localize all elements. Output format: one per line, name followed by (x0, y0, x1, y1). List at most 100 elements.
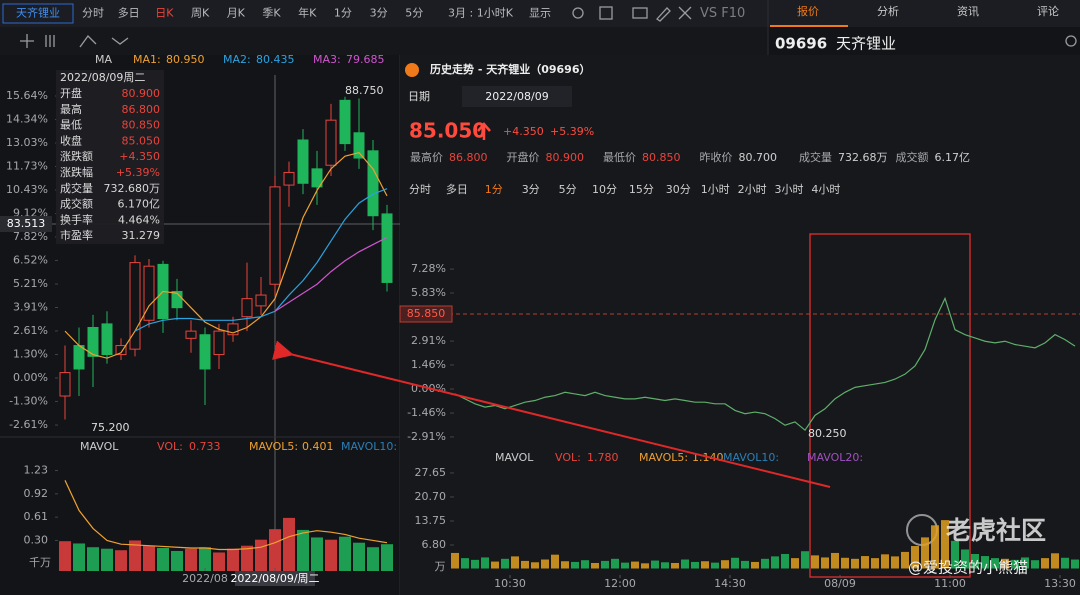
volume-bar (821, 557, 829, 569)
info-value: +4.350 (119, 150, 160, 163)
period-tab[interactable]: 年K (298, 6, 317, 20)
low-label: 80.250 (808, 427, 847, 440)
period-tab[interactable]: 1小时 (701, 183, 730, 196)
period-tab[interactable]: 季K (262, 7, 281, 20)
period-tab[interactable]: 3小时 (775, 183, 804, 196)
y-tick-label: 1.30% (13, 348, 48, 361)
y-tick-label: 0.00% (13, 371, 48, 384)
stat-value: 80.850 (642, 151, 681, 164)
range-select[interactable]: 3月 : 1小时K (448, 7, 514, 20)
period-tab[interactable]: 多日 (118, 6, 140, 20)
period-tab[interactable]: 周K (191, 7, 210, 20)
volume-bar (871, 558, 879, 569)
legend-name: MAVOL5: (639, 451, 688, 464)
period-tab[interactable]: 5分 (405, 7, 423, 20)
side-tab[interactable]: 资讯 (957, 5, 979, 18)
candle-body (227, 323, 239, 336)
volume-bar (951, 540, 959, 569)
volume-bar (751, 561, 759, 569)
date-value[interactable]: 2022/08/09 (485, 90, 548, 103)
volume-bar (339, 536, 351, 571)
price-line (454, 296, 1076, 432)
period-tab[interactable]: 5分 (559, 183, 577, 196)
volume-bar (981, 556, 989, 569)
period-tab[interactable]: 1分 (334, 7, 352, 20)
y-tick-label: 1.46% (411, 358, 446, 371)
volume-bar (381, 544, 393, 571)
period-tab[interactable]: 月K (227, 7, 246, 20)
volume-bar (621, 562, 629, 569)
volume-bar (791, 558, 799, 569)
y-tick-label: -2.61% (9, 418, 48, 431)
volume-bar (255, 539, 267, 571)
info-date: 2022/08/09周二 (60, 71, 145, 84)
candle-body (339, 99, 351, 145)
volume-bar (87, 547, 99, 571)
legend-name: MAVOL20: (807, 451, 863, 464)
volume-bar (1031, 560, 1039, 569)
period-tab[interactable]: 10分 (592, 183, 617, 196)
candle-body (311, 168, 323, 188)
period-tab[interactable]: 30分 (666, 183, 691, 196)
candle-body (381, 213, 393, 283)
side-name: 天齐锂业 (836, 35, 896, 53)
tab-underline (770, 25, 848, 27)
volume-bar (691, 561, 699, 569)
volume-bar (213, 552, 225, 571)
app-logo (405, 63, 419, 77)
side-tab[interactable]: 分析 (877, 4, 899, 18)
period-tab[interactable]: 1分 (485, 183, 503, 196)
stat-label: 开盘价 (507, 150, 540, 164)
period-tab[interactable]: 3分 (522, 183, 540, 196)
volume-bar (641, 563, 649, 569)
side-tab[interactable]: 报价 (797, 4, 819, 18)
info-label: 市盈率 (60, 228, 93, 242)
display-select[interactable]: 显示 (529, 7, 551, 20)
volume-bar (511, 556, 519, 569)
price: 85.050 (409, 119, 486, 143)
volume-bar (651, 560, 659, 569)
volume-bar (851, 558, 859, 569)
volume-bar (491, 561, 499, 569)
legend-name: MA3: (313, 53, 341, 66)
volume-bar (1001, 558, 1009, 569)
period-tab[interactable]: 分时 (409, 183, 431, 196)
info-value: 85.050 (122, 134, 161, 147)
stock-tab[interactable]: 天齐锂业 (16, 6, 60, 20)
period-tab[interactable]: 15分 (629, 183, 654, 196)
y-tick-label: 3.91% (13, 300, 48, 313)
volume-bar (661, 562, 669, 569)
crosshair-label: 83.513 (7, 217, 46, 230)
period-tab[interactable]: 分时 (82, 7, 104, 20)
x-tick-label: 10:30 (494, 577, 526, 590)
side-code: 09696 (775, 35, 827, 53)
candle-body (129, 262, 141, 350)
period-tab[interactable]: 日K (155, 7, 174, 20)
period-tab[interactable]: 4小时 (811, 183, 840, 196)
period-tab[interactable]: 2小时 (738, 183, 767, 196)
volume-bar (551, 554, 559, 569)
stat-label: 成交额 (896, 150, 929, 164)
period-tab[interactable]: 多日 (446, 182, 468, 196)
y-tick-label: 15.64% (6, 89, 48, 102)
crosshair-label: 85.850 (407, 307, 446, 320)
volume-bar (1011, 559, 1019, 569)
volume-bar (367, 547, 379, 571)
info-value: 86.800 (122, 103, 161, 116)
price-change-pct: +5.39% (550, 125, 594, 138)
highlight-box (809, 233, 971, 578)
side-tab[interactable]: 评论 (1037, 4, 1059, 18)
info-label: 成交额 (60, 197, 93, 211)
legend-name: MAVOL5: (249, 440, 298, 453)
period-tab[interactable]: 3分 (370, 7, 388, 20)
volume-bar (501, 558, 509, 569)
stat-value: 6.17亿 (935, 151, 971, 164)
info-box (56, 70, 164, 244)
vs-f10[interactable]: VS F10 (700, 6, 745, 21)
y-tick-label: -1.46% (407, 406, 446, 419)
stock-tab-box (2, 3, 74, 24)
y-tick-label: 0.92 (24, 487, 49, 500)
stat-value: 732.68万 (838, 151, 888, 164)
icon (20, 34, 34, 48)
stat-value: 86.800 (449, 151, 488, 164)
